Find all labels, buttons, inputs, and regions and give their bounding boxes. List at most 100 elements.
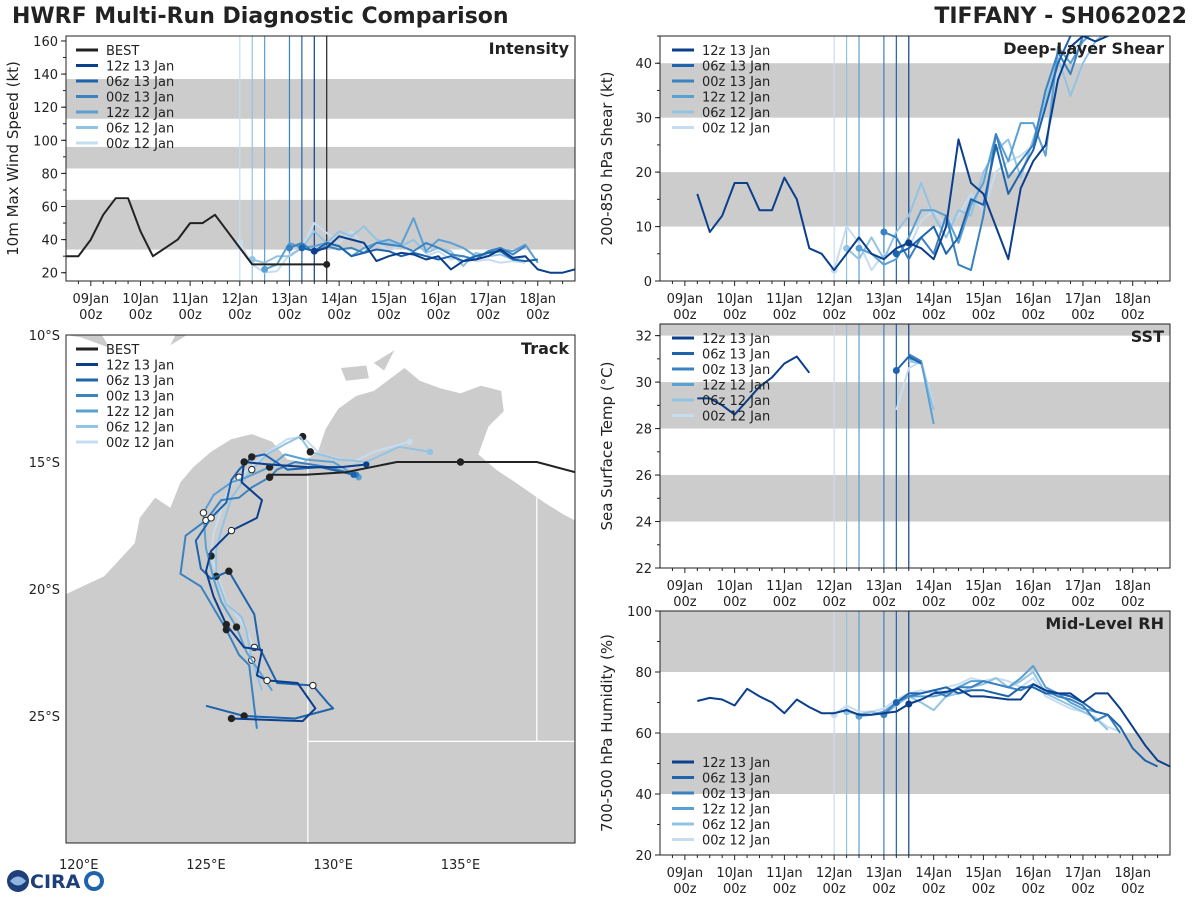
track-day-marker-12z-13-jan [222, 620, 231, 629]
rh-legend-label: 06z 12 Jan [702, 818, 770, 833]
rh-legend-label: 00z 13 Jan [702, 787, 770, 802]
sst-xtick-day: 13Jan [866, 579, 903, 594]
intensity-ytick-label: 20 [41, 267, 58, 282]
shear-legend-label: 12z 13 Jan [702, 44, 770, 59]
intensity-ytick-label: 80 [41, 167, 58, 182]
intensity-best-last-point [323, 260, 331, 268]
sst-xtick-day: 14Jan [915, 579, 952, 594]
rh-xtick-day: 18Jan [1114, 866, 1151, 881]
intensity-ytick-label: 120 [33, 101, 58, 116]
intensity-xtick-hour: 00z [278, 308, 302, 323]
sst-series-12z-13-jan [697, 355, 811, 416]
track-init-point-06z-12-jan [426, 448, 434, 456]
rh-series-group [697, 664, 1170, 768]
rh-series-06z-13-jan [895, 686, 1159, 768]
track-12z-12-jan [202, 453, 360, 692]
intensity-band-0 [66, 199, 575, 250]
shear-band-1 [660, 63, 1170, 118]
shear-legend-label: 00z 12 Jan [702, 122, 770, 137]
island-5 [373, 350, 395, 371]
cira-logo-seal-inner-icon [88, 875, 100, 887]
rh-ylabel: 700-500 hPa Humidity (%) [598, 634, 616, 832]
sst-legend-label: 06z 12 Jan [702, 394, 770, 409]
shear-xtick-hour: 00z [773, 308, 797, 323]
sst-xtick-day: 16Jan [1015, 579, 1052, 594]
shear-xtick-hour: 00z [1021, 308, 1045, 323]
track-init-point-06z-13-jan [350, 471, 357, 478]
shear-series-group [696, 36, 1111, 274]
shear-series-00z-12-jan [833, 36, 1091, 272]
shear-ytick-label: 20 [635, 166, 652, 181]
rh-series-06z-12-jan [846, 671, 1109, 731]
sst-xtick-hour: 00z [1021, 595, 1045, 610]
sst-ytick-label: 22 [635, 562, 652, 577]
sst-ytick-label: 30 [635, 376, 652, 391]
rh-ytick-label: 60 [635, 727, 652, 742]
cira-logo: CIRA [7, 870, 104, 893]
intensity-ylabel: 10m Max Wind Speed (kt) [4, 61, 22, 256]
shear-panel-title: Deep-Layer Shear [1003, 39, 1164, 58]
island-1 [66, 335, 110, 348]
rh-xtick-day: 10Jan [716, 866, 753, 881]
rh-xtick-hour: 00z [673, 882, 697, 897]
intensity-xtick-day: 17Jan [470, 292, 507, 307]
sst-series-group [697, 353, 935, 425]
shear-xtick-hour: 00z [673, 308, 697, 323]
sst-xtick-hour: 00z [972, 595, 996, 610]
track-day-marker-12z-13-jan [240, 458, 248, 466]
sst-series-00z-13-jan [908, 353, 922, 363]
intensity-legend-label: 00z 12 Jan [106, 137, 174, 152]
intensity-series-00z-12-jan [238, 222, 526, 274]
sst-xtick-hour: 00z [773, 595, 797, 610]
intensity-xtick-day: 12Jan [222, 292, 259, 307]
track-panel: 10°S 15°S 20°S 25°S 120°E 125°E 130°E 135°E Trac… [29, 329, 576, 873]
shear-xtick-hour: 00z [922, 308, 946, 323]
rh-series-00z-12-jan [833, 677, 1121, 733]
intensity-xtick-hour: 00z [427, 308, 451, 323]
track-legend-label: 06z 12 Jan [106, 421, 174, 436]
track-legend-label: 12z 12 Jan [106, 405, 174, 420]
shear-init-point-1 [892, 250, 900, 258]
sst-panel: 22242628303209Jan00z10Jan00z11Jan00z12Ja… [598, 323, 1171, 610]
intensity-xtick-day: 18Jan [519, 292, 556, 307]
rh-ytick-label: 40 [635, 788, 652, 803]
rh-ytick-label: 20 [635, 849, 652, 864]
sst-xtick-hour: 00z [673, 595, 697, 610]
track-init-point-12z-13-jan [363, 461, 370, 468]
track-map-group [66, 335, 575, 843]
rh-xtick-hour: 00z [773, 882, 797, 897]
intensity-legend-label: 12z 13 Jan [106, 60, 174, 75]
intensity-xtick-hour: 00z [228, 308, 252, 323]
intensity-xtick-day: 11Jan [172, 292, 209, 307]
intensity-init-point-3 [261, 265, 269, 273]
australia-landmass [66, 368, 575, 843]
rh-xtick-day: 12Jan [816, 866, 853, 881]
island-6 [340, 365, 369, 381]
sst-series-06z-13-jan [895, 355, 922, 372]
sst-frame [659, 323, 1171, 569]
sst-legend-label: 00z 12 Jan [702, 410, 770, 425]
sst-legend-label: 06z 13 Jan [702, 348, 770, 363]
track-lat-label: 25°S [29, 710, 60, 725]
shear-series-12z-13-jan [696, 36, 1111, 272]
track-legend-label: BEST [106, 343, 139, 358]
shear-xtick-hour: 00z [1071, 308, 1095, 323]
track-best [269, 461, 575, 476]
rh-init-point-0 [905, 700, 913, 708]
track-legend-label: 00z 12 Jan [106, 436, 174, 451]
intensity-xtick-hour: 00z [327, 308, 351, 323]
track-day-marker-12z-12-jan [232, 623, 241, 631]
intensity-legend-label: 12z 12 Jan [106, 106, 174, 121]
rh-xtick-hour: 00z [723, 882, 747, 897]
sst-xtick-hour: 00z [723, 595, 747, 610]
intensity-xtick-day: 14Jan [321, 292, 358, 307]
track-day-marker-06z-13-jan [309, 681, 317, 690]
rh-xtick-day: 09Jan [667, 866, 704, 881]
sst-init-point-1 [892, 366, 900, 374]
shear-legend-label: 00z 13 Jan [702, 75, 770, 90]
intensity-init-point-2 [285, 244, 293, 252]
rh-legend-label: 00z 12 Jan [702, 834, 770, 849]
track-lon-label: 125°E [186, 858, 226, 873]
shear-ytick-label: 0 [644, 275, 652, 290]
track-lon-label: 130°E [313, 858, 353, 873]
